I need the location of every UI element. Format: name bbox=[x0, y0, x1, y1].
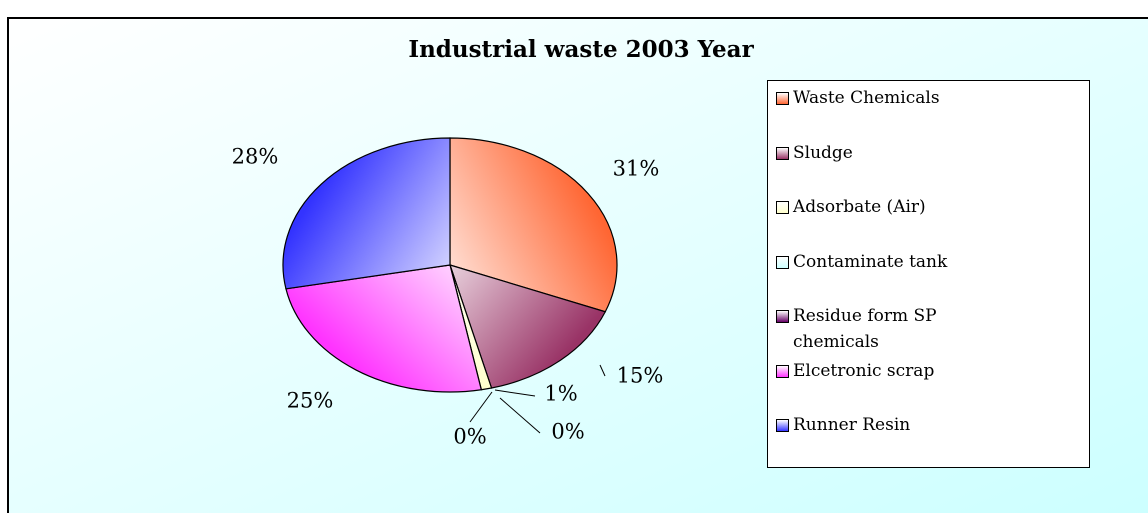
legend-entry: Sludge bbox=[776, 140, 1089, 195]
legend-entry: Runner Resin bbox=[776, 412, 1089, 467]
legend-label: Adsorbate (Air) bbox=[793, 197, 926, 217]
pie-slice bbox=[449, 264, 607, 389]
legend-entry: Residue form SP chemicals bbox=[776, 303, 1089, 358]
leader-line bbox=[599, 364, 606, 377]
leader-line bbox=[469, 391, 493, 423]
pie-slice bbox=[449, 137, 618, 313]
legend-swatch bbox=[776, 255, 789, 269]
data-label: 31% bbox=[613, 157, 660, 181]
data-label: 25% bbox=[287, 389, 334, 413]
legend-swatch bbox=[776, 146, 789, 160]
legend-swatch bbox=[776, 310, 789, 323]
chart-title: Industrial waste 2003 Year bbox=[408, 36, 754, 63]
legend-swatch bbox=[776, 92, 789, 105]
leader-line bbox=[494, 389, 536, 397]
legend-swatch bbox=[776, 201, 789, 214]
legend-label: Elcetronic scrap bbox=[793, 360, 935, 381]
data-label: 0% bbox=[551, 420, 584, 444]
legend-label: Runner Resin bbox=[793, 415, 911, 435]
legend-swatch bbox=[776, 364, 789, 378]
data-label: 0% bbox=[453, 425, 486, 449]
legend-entry: Contaminate tank bbox=[776, 249, 1089, 304]
legend: Waste Chemicals Sludge Adsorbate (Air) Cont… bbox=[767, 80, 1090, 468]
legend-swatch bbox=[776, 419, 789, 432]
legend-entry: Elcetronic scrap bbox=[776, 358, 1089, 413]
pie-slice bbox=[285, 264, 483, 393]
leader-line bbox=[499, 397, 541, 434]
legend-entry: Adsorbate (Air) bbox=[776, 194, 1089, 249]
data-label: 1% bbox=[544, 382, 577, 406]
data-label: 28% bbox=[232, 145, 279, 169]
legend-entry: Waste Chemicals bbox=[776, 85, 1089, 140]
data-label: 15% bbox=[617, 364, 664, 388]
legend-label: Waste Chemicals bbox=[793, 88, 940, 108]
pie-slice bbox=[282, 137, 451, 290]
legend-label: Contaminate tank bbox=[793, 251, 948, 272]
legend-label: Sludge bbox=[793, 142, 853, 163]
legend-label: Residue form SP chemicals bbox=[793, 306, 937, 352]
